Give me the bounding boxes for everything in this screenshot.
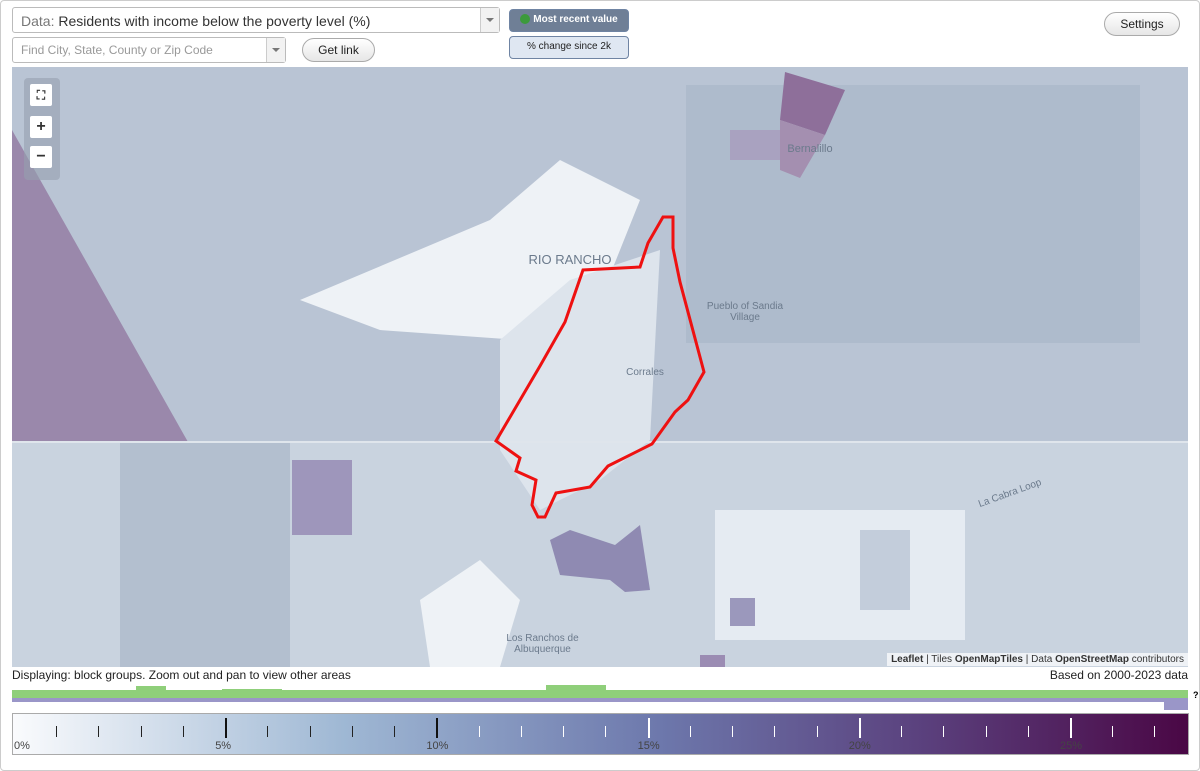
data-select[interactable]: Data: Residents with income below the po… [12,7,500,33]
legend-label: 10% [426,740,449,752]
map-label: Pueblo of Sandia Village [706,301,784,323]
histogram: ? [12,685,1199,710]
region [715,510,965,640]
legend-minor-tick [351,726,353,737]
region [700,655,725,667]
hist-bar [136,686,166,698]
legend-minor-tick [985,726,987,737]
legend-tick [225,718,228,738]
region [686,85,1140,343]
region [500,250,660,510]
map-label: Bernalillo [787,143,833,155]
legend-minor-tick [56,726,58,737]
zoom-in-button[interactable]: + [30,116,52,138]
legend-minor-tick [1154,726,1156,737]
legend-minor-tick [140,726,142,737]
region [420,560,520,667]
legend-label: 5% [215,740,232,752]
legend-minor-tick [478,726,480,737]
hist-bar [546,685,606,698]
legend-minor-tick [943,726,945,737]
based-on-text: Based on 2000-2023 data [1049,668,1188,682]
data-value: Residents with income below the poverty … [58,13,371,29]
legend-minor-tick [816,726,818,737]
selected-outline [494,215,706,519]
legend-minor-tick [605,726,607,737]
legend-label: 20% [848,740,871,752]
dropdown-arrow [266,38,285,62]
legend-minor-tick [1112,726,1114,737]
change-toggle[interactable]: % change since 2k [509,36,629,59]
map-label: RIO RANCHO [528,252,612,267]
legend-minor-tick [563,726,565,737]
region [780,120,825,178]
legend-minor-tick [267,726,269,737]
legend-label: 15% [637,740,660,752]
hist-bar [712,695,1188,698]
hist-bar [12,698,1188,702]
leaflet-link[interactable]: Leaflet [891,654,924,665]
get-link-button[interactable]: Get link [302,38,375,62]
tiles-prefix: Tiles [931,654,953,665]
region [12,130,188,442]
region [780,72,845,135]
legend-minor-tick [182,726,184,737]
map-label: Los Ranchos de Albuquerque [506,633,579,655]
region [292,460,352,535]
most-recent-label: Most recent value [533,14,618,25]
legend-minor-tick [309,726,311,737]
search-box[interactable]: Find City, State, County or Zip Code [12,37,286,63]
legend-tick [1070,718,1072,738]
search-placeholder: Find City, State, County or Zip Code [21,43,213,57]
zoom-controls: ⛶ + − [24,78,60,180]
legend-minor-tick [98,726,100,737]
legend-minor-tick [1027,726,1029,737]
region [730,130,780,160]
map[interactable] [12,67,1188,667]
legend-tick [858,718,861,738]
contributors: contributors [1131,654,1184,665]
legend-minor-tick [732,726,734,737]
attribution: Leaflet | Tiles OpenMapTiles | Data Open… [887,653,1188,666]
legend-tick [647,718,650,738]
region [730,598,755,626]
hist-bar [222,689,282,698]
settings-button[interactable]: Settings [1104,12,1180,36]
data-prefix: Data [1031,654,1053,665]
osm-link[interactable]: OpenStreetMap [1055,654,1129,665]
tiles-link[interactable]: OpenMapTiles [954,654,1023,665]
legend-minor-tick [901,726,903,737]
zoom-out-button[interactable]: − [30,146,52,168]
region [120,442,290,667]
legend-bar [12,713,1189,755]
legend-label: 25% [1060,740,1083,752]
legend-minor-tick [394,726,396,737]
help-mark[interactable]: ? [1193,690,1199,700]
legend-minor-tick [774,726,776,737]
map-label: Corrales [626,367,664,378]
region [550,525,650,592]
hist-bar [1164,698,1188,710]
region [860,530,910,610]
legend-minor-tick [520,726,522,737]
data-prefix: Data: [21,13,55,29]
legend-label: 0% [14,740,30,752]
fullscreen-button[interactable]: ⛶ [30,84,52,106]
dropdown-arrow [480,8,499,32]
legend-tick [436,718,439,738]
most-recent-toggle[interactable]: Most recent value [509,9,629,32]
check-icon [520,14,531,25]
legend-minor-tick [689,726,691,737]
displaying-text: Displaying: block groups. Zoom out and p… [12,668,351,682]
